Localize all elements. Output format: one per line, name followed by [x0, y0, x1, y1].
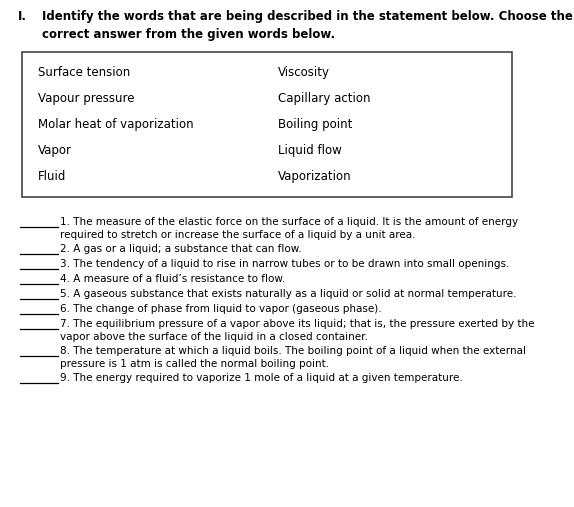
Text: Capillary action: Capillary action	[278, 92, 370, 105]
Text: Liquid flow: Liquid flow	[278, 144, 342, 157]
Text: 1. The measure of the elastic force on the surface of a liquid. It is the amount: 1. The measure of the elastic force on t…	[60, 217, 518, 240]
Text: 3. The tendency of a liquid to rise in narrow tubes or to be drawn into small op: 3. The tendency of a liquid to rise in n…	[60, 259, 509, 269]
Text: Surface tension: Surface tension	[38, 66, 130, 79]
Text: Fluid: Fluid	[38, 170, 67, 183]
Text: Molar heat of vaporization: Molar heat of vaporization	[38, 118, 193, 131]
Text: 9. The energy required to vaporize 1 mole of a liquid at a given temperature.: 9. The energy required to vaporize 1 mol…	[60, 373, 463, 383]
Bar	[22, 52, 512, 197]
Text: Vapour pressure: Vapour pressure	[38, 92, 134, 105]
Text: 2. A gas or a liquid; a substance that can flow.: 2. A gas or a liquid; a substance that c…	[60, 244, 301, 254]
Text: 5. A gaseous substance that exists naturally as a liquid or solid at normal temp: 5. A gaseous substance that exists natur…	[60, 289, 517, 299]
Text: 8. The temperature at which a liquid boils. The boiling point of a liquid when t: 8. The temperature at which a liquid boi…	[60, 346, 526, 369]
Text: I.: I.	[18, 10, 27, 23]
Text: 6. The change of phase from liquid to vapor (gaseous phase).: 6. The change of phase from liquid to va…	[60, 304, 382, 314]
Text: 7. The equilibrium pressure of a vapor above its liquid; that is, the pressure e: 7. The equilibrium pressure of a vapor a…	[60, 319, 534, 342]
Text: Identify the words that are being described in the statement below. Choose the
c: Identify the words that are being descri…	[42, 10, 573, 41]
Text: 4. A measure of a fluid’s resistance to flow.: 4. A measure of a fluid’s resistance to …	[60, 274, 285, 284]
Text: Boiling point: Boiling point	[278, 118, 352, 131]
Text: Vapor: Vapor	[38, 144, 72, 157]
Text: Viscosity: Viscosity	[278, 66, 330, 79]
Text: Vaporization: Vaporization	[278, 170, 352, 183]
